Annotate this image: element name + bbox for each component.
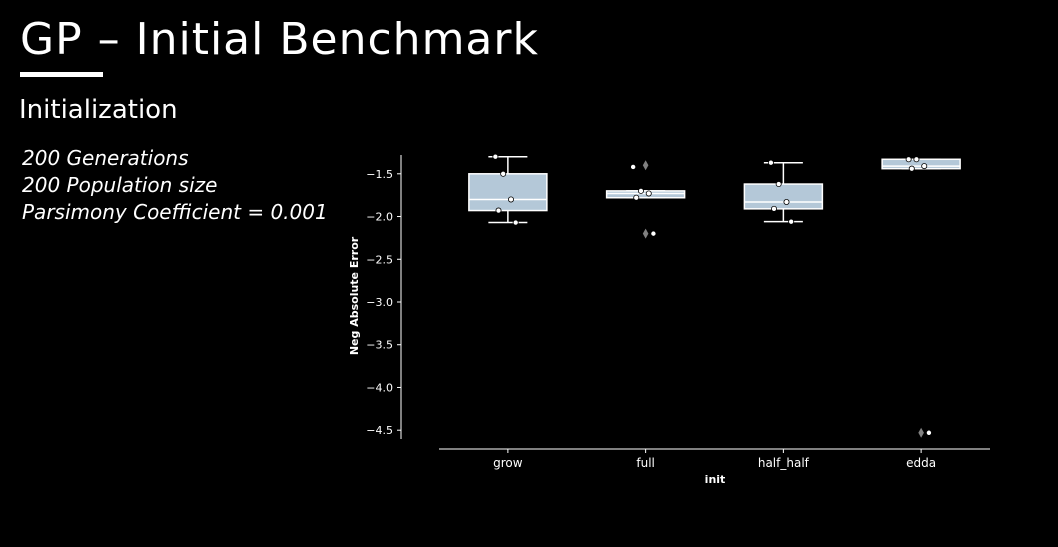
param-population: 200 Population size <box>22 173 218 197</box>
data-point <box>512 219 519 226</box>
box-edda <box>881 158 961 170</box>
y-tick-label: −3.5 <box>366 339 393 352</box>
data-point <box>788 218 795 225</box>
x-tick-label: full <box>636 456 655 470</box>
outlier-marker <box>918 427 924 438</box>
y-axis-label: Neg Absolute Error <box>348 236 361 355</box>
data-point <box>771 205 778 212</box>
y-tick-label: −4.5 <box>366 424 393 437</box>
outlier-marker <box>642 160 649 171</box>
data-point <box>495 207 502 214</box>
data-point <box>767 159 774 166</box>
y-tick-label: −2.0 <box>366 211 393 224</box>
y-tick-label: −1.5 <box>366 168 393 181</box>
data-point <box>492 153 499 160</box>
data-point <box>913 156 920 163</box>
data-point <box>645 190 652 197</box>
y-tick-label: −4.0 <box>366 381 393 394</box>
y-tick-label: −3.0 <box>366 296 393 309</box>
data-point <box>908 165 915 172</box>
param-generations: 200 Generations <box>22 146 189 170</box>
slide-subtitle: Initialization <box>19 95 178 125</box>
x-tick-label: half_half <box>758 456 810 470</box>
data-point <box>500 170 507 177</box>
box-full <box>605 190 686 199</box>
data-point <box>630 163 637 170</box>
data-point <box>507 196 514 203</box>
title-rest: – Initial Benchmark <box>82 14 539 65</box>
slide-title: GP – Initial Benchmark <box>20 14 539 65</box>
data-point <box>925 429 932 436</box>
x-axis-label: init <box>705 473 726 486</box>
data-point <box>775 181 782 188</box>
parameter-list: 200 Generations 200 Population size Pars… <box>22 145 328 226</box>
box-half_half <box>743 183 824 210</box>
x-tick-label: grow <box>493 456 523 470</box>
data-point <box>633 194 640 201</box>
data-point <box>783 199 790 206</box>
param-parsimony: Parsimony Coefficient = 0.001 <box>22 200 328 224</box>
y-tick-label: −2.5 <box>366 253 393 266</box>
outlier-marker <box>642 228 649 239</box>
box-grow <box>468 173 548 212</box>
data-point <box>637 187 644 194</box>
data-point <box>650 230 657 237</box>
x-tick-label: edda <box>906 456 936 470</box>
data-point <box>921 163 928 170</box>
data-point <box>905 156 912 163</box>
title-prefix: GP <box>20 14 83 65</box>
